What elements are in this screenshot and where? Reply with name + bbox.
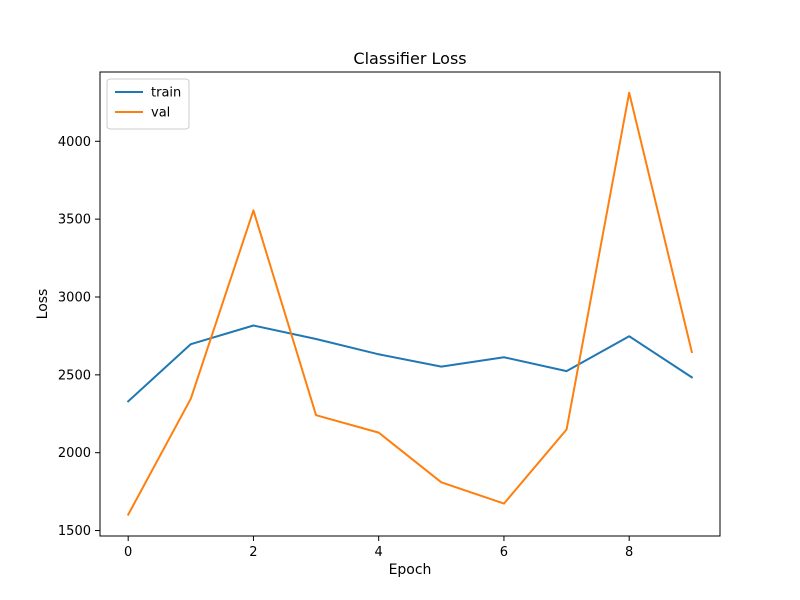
y-axis-title: Loss (35, 289, 51, 320)
x-tick-label-4: 4 (375, 545, 383, 560)
y-tick-label-3000: 3000 (58, 290, 91, 305)
y-tick-label-1500: 1500 (58, 524, 91, 539)
x-axis-title: Epoch (389, 562, 432, 578)
plot-background (100, 72, 720, 536)
x-tick-label-0: 0 (124, 545, 132, 560)
x-tick-label-2: 2 (249, 545, 257, 560)
series-line-train (126, 324, 694, 403)
y-tick-label-2000: 2000 (58, 446, 91, 461)
plot-area (100, 72, 720, 536)
x-tick-label-8: 8 (625, 545, 633, 560)
legend-label-train: train (151, 86, 181, 101)
legend: train val (106, 78, 190, 130)
series-layer (126, 91, 694, 517)
axes-frame (99, 71, 721, 537)
x-tick-label-6: 6 (500, 545, 508, 560)
legend-label-val: val (151, 106, 170, 121)
chart-title: Classifier Loss (353, 49, 466, 68)
series-line-val (126, 91, 694, 517)
axes-layer: 0 2 4 6 8 1500 2000 2500 3000 3500 4000 (58, 71, 721, 560)
y-tick-label-3500: 3500 (58, 213, 91, 228)
y-tick-label-2500: 2500 (58, 368, 91, 383)
y-tick-label-4000: 4000 (58, 135, 91, 150)
